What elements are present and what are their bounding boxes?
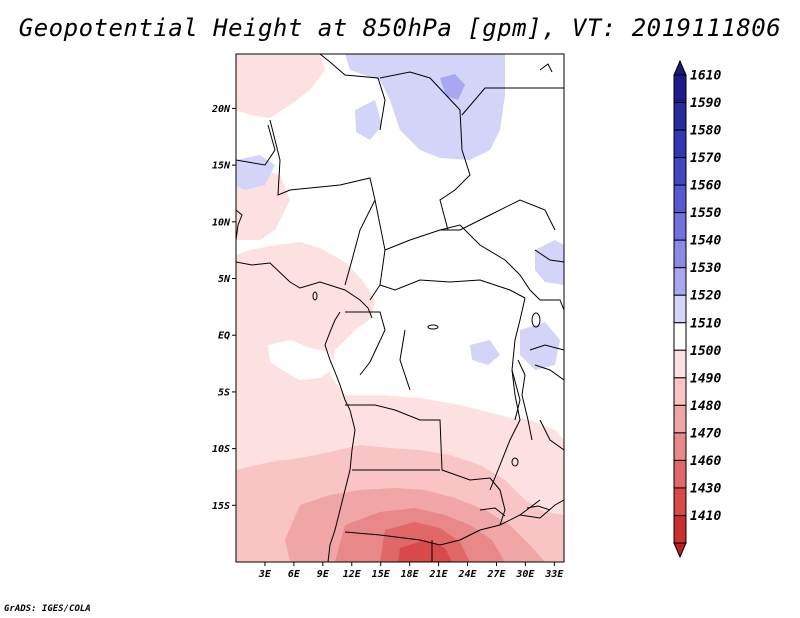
- field-blue-north: [345, 54, 505, 160]
- map-frame: [235, 53, 565, 563]
- lon-tick-label: 18E: [401, 569, 420, 580]
- lon-tick-label: 15E: [372, 569, 391, 580]
- field-blue-east: [535, 240, 564, 285]
- colorbar-swatch: [673, 322, 687, 351]
- longitude-axis: 3E 6E 9E 12E 15E 18E 21E 24E 27E 30E 33E: [258, 562, 564, 580]
- colorbar-swatch: [673, 377, 687, 406]
- lat-tick-label: 15S: [212, 501, 230, 512]
- colorbar-swatch: [673, 514, 687, 544]
- colorbar-label: 1540: [690, 234, 721, 249]
- colorbar-label: 1590: [690, 96, 721, 111]
- lat-tick-label: 5N: [218, 274, 231, 285]
- colorbar-swatch: [673, 459, 687, 489]
- lon-tick-label: 24E: [457, 569, 477, 580]
- colorbar-label: 1610: [690, 69, 721, 84]
- field-blue-north-core: [440, 74, 465, 100]
- field-blue-nw: [355, 100, 382, 140]
- colorbar-swatch: [673, 267, 687, 296]
- colorbar-label: 1470: [690, 426, 721, 441]
- lon-tick-label: 27E: [486, 569, 506, 580]
- borders: [236, 54, 564, 562]
- colorbar-label: 1560: [690, 179, 721, 194]
- colorbar: 1610 1590 1580 1570 1560 1550 1540 1530 1520 1510…: [673, 59, 721, 559]
- footer-credit: GrADS: IGES/COLA: [4, 604, 91, 614]
- field-pink-north: [236, 54, 325, 118]
- field-white-gulf: [268, 340, 335, 380]
- colorbar-top-arrow: [673, 59, 687, 76]
- colorbar-label: 1490: [690, 371, 721, 386]
- lon-tick-label: 9E: [317, 569, 330, 580]
- colorbar-label: 1410: [690, 509, 721, 524]
- colorbar-label: 1580: [690, 124, 721, 139]
- colorbar-swatch: [673, 184, 687, 214]
- colorbar-swatch: [673, 74, 687, 104]
- colorbar-swatch: [673, 157, 687, 186]
- colorbar-swatch: [673, 349, 687, 379]
- field-blue-centre: [470, 340, 500, 365]
- chart-title: Geopotential Height at 850hPa [gpm], VT:…: [18, 14, 782, 42]
- colorbar-swatch: [673, 239, 687, 269]
- colorbar-label: 1500: [690, 344, 721, 359]
- lat-tick-label: 5S: [218, 387, 230, 398]
- colorbar-label: 1430: [690, 481, 721, 496]
- colorbar-label: 1480: [690, 399, 721, 414]
- latitude-axis: 20N 15N 10N 5N EQ 5S 10S 15S: [211, 104, 236, 512]
- lon-tick-label: 12E: [343, 569, 362, 580]
- colorbar-swatch: [673, 487, 687, 516]
- colorbar-swatch: [673, 212, 687, 241]
- lon-tick-label: 21E: [429, 569, 449, 580]
- colorbar-swatch: [673, 404, 687, 434]
- lat-tick-label: 10N: [212, 217, 231, 228]
- lon-tick-label: 3E: [258, 569, 272, 580]
- colorbar-label: 1520: [690, 289, 721, 304]
- colorbar-label: 1550: [690, 206, 721, 221]
- colorbar-bottom-arrow: [673, 542, 687, 559]
- lat-tick-label: 20N: [211, 104, 231, 115]
- field-white-congo: [348, 315, 545, 420]
- lon-tick-label: 33E: [544, 569, 564, 580]
- colorbar-swatch: [673, 432, 687, 461]
- lat-tick-label: 15N: [212, 161, 231, 172]
- lon-tick-label: 30E: [515, 569, 535, 580]
- lat-tick-label: 10S: [212, 444, 230, 455]
- colorbar-label: 1460: [690, 454, 721, 469]
- colorbar-label: 1530: [690, 261, 721, 276]
- field-pink-south5: [398, 540, 452, 562]
- colorbar-swatch: [673, 102, 687, 131]
- colorbar-label: 1570: [690, 151, 721, 166]
- colorbar-swatch: [673, 294, 687, 324]
- colorbar-label: 1510: [690, 316, 721, 331]
- field-blue-lakes: [520, 322, 560, 370]
- height-field: [236, 54, 564, 562]
- lon-tick-label: 6E: [288, 569, 301, 580]
- colorbar-swatch: [673, 129, 687, 159]
- lat-tick-label: EQ: [218, 331, 230, 342]
